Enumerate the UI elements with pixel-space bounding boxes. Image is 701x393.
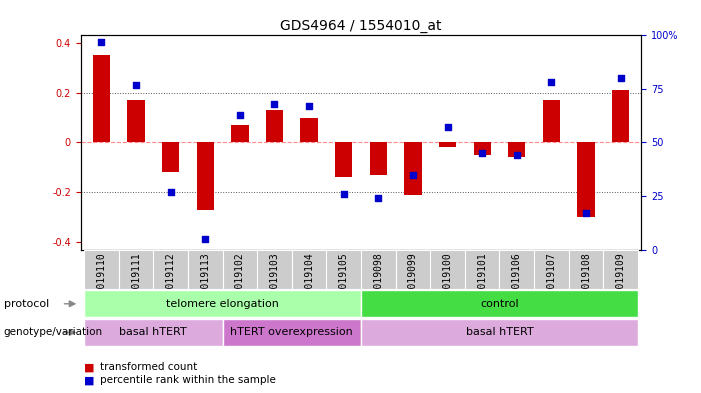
Bar: [604, 250, 638, 289]
Point: [130, 81, 142, 88]
Text: protocol: protocol: [4, 299, 49, 309]
Bar: [508, 142, 526, 158]
Text: transformed count: transformed count: [100, 362, 197, 373]
Text: telomere elongation: telomere elongation: [166, 299, 279, 309]
Text: basal hTERT: basal hTERT: [119, 327, 187, 338]
Point: [407, 171, 418, 178]
Bar: [327, 250, 361, 289]
Bar: [430, 250, 465, 289]
Bar: [361, 290, 638, 317]
Point: [546, 79, 557, 86]
Bar: [292, 250, 327, 289]
Text: hTERT overexpression: hTERT overexpression: [231, 327, 353, 338]
Bar: [612, 90, 629, 142]
Text: basal hTERT: basal hTERT: [465, 327, 533, 338]
Text: ■: ■: [84, 362, 95, 373]
Bar: [196, 142, 214, 210]
Bar: [439, 142, 456, 147]
Bar: [369, 142, 387, 175]
Bar: [128, 100, 144, 142]
Point: [165, 189, 176, 195]
Text: control: control: [480, 299, 519, 309]
Text: genotype/variation: genotype/variation: [4, 327, 102, 338]
Bar: [543, 100, 560, 142]
Point: [615, 75, 626, 81]
Text: GSM1019107: GSM1019107: [546, 253, 557, 311]
Point: [477, 150, 488, 156]
Point: [373, 195, 384, 201]
Bar: [188, 250, 222, 289]
Text: GSM1019099: GSM1019099: [408, 253, 418, 311]
Text: GSM1019103: GSM1019103: [269, 253, 280, 311]
Bar: [84, 290, 361, 317]
Bar: [500, 250, 534, 289]
Bar: [465, 250, 500, 289]
Bar: [335, 142, 353, 177]
Bar: [257, 250, 292, 289]
Bar: [154, 250, 188, 289]
Bar: [84, 250, 118, 289]
Text: GSM1019098: GSM1019098: [374, 253, 383, 311]
Bar: [473, 142, 491, 155]
Text: GSM1019109: GSM1019109: [615, 253, 626, 311]
Text: GSM1019111: GSM1019111: [131, 253, 141, 311]
Title: GDS4964 / 1554010_at: GDS4964 / 1554010_at: [280, 19, 442, 33]
Point: [304, 103, 315, 109]
Text: GSM1019108: GSM1019108: [581, 253, 591, 311]
Bar: [361, 319, 638, 346]
Point: [511, 152, 522, 158]
Bar: [266, 110, 283, 142]
Point: [580, 210, 592, 216]
Bar: [569, 250, 604, 289]
Bar: [222, 319, 361, 346]
Text: GSM1019112: GSM1019112: [165, 253, 176, 311]
Bar: [534, 250, 569, 289]
Text: GSM1019105: GSM1019105: [339, 253, 348, 311]
Bar: [84, 319, 222, 346]
Text: GSM1019102: GSM1019102: [235, 253, 245, 311]
Text: GSM1019104: GSM1019104: [304, 253, 314, 311]
Bar: [395, 250, 430, 289]
Bar: [231, 125, 249, 142]
Text: ■: ■: [84, 375, 95, 386]
Bar: [118, 250, 154, 289]
Point: [96, 39, 107, 45]
Point: [269, 101, 280, 107]
Bar: [361, 250, 395, 289]
Bar: [301, 118, 318, 142]
Bar: [578, 142, 594, 217]
Point: [200, 236, 211, 242]
Bar: [222, 250, 257, 289]
Bar: [93, 55, 110, 142]
Text: GSM1019110: GSM1019110: [96, 253, 107, 311]
Text: GSM1019106: GSM1019106: [512, 253, 522, 311]
Bar: [404, 142, 421, 195]
Text: GSM1019101: GSM1019101: [477, 253, 487, 311]
Text: percentile rank within the sample: percentile rank within the sample: [100, 375, 275, 386]
Point: [338, 191, 349, 197]
Point: [234, 112, 245, 118]
Text: GSM1019100: GSM1019100: [442, 253, 453, 311]
Bar: [162, 142, 179, 173]
Point: [442, 124, 453, 130]
Text: GSM1019113: GSM1019113: [200, 253, 210, 311]
